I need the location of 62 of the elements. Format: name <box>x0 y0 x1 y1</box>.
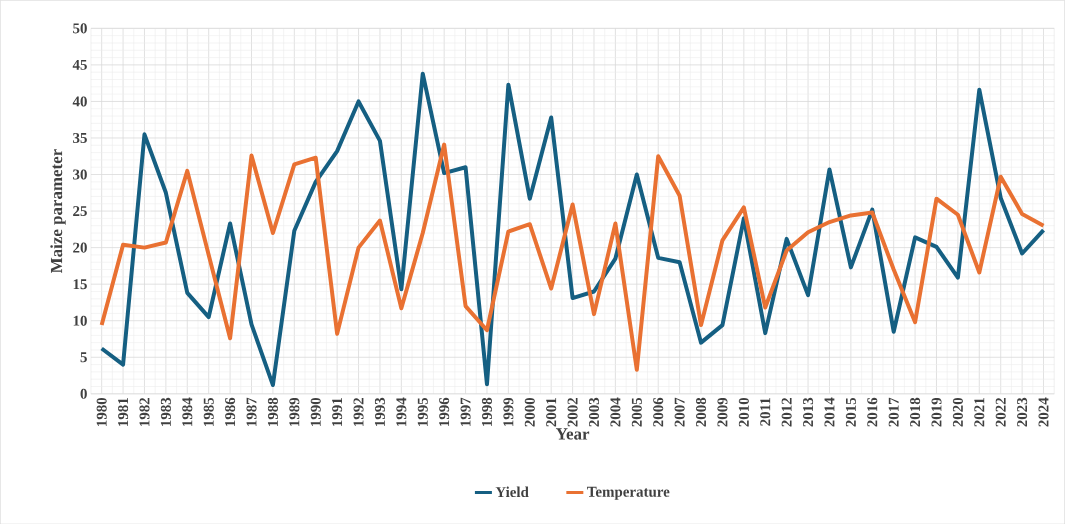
x-tick-label: 2021 <box>974 397 985 427</box>
x-tick-label: 2003 <box>588 397 600 427</box>
legend-label: Yield <box>495 486 529 497</box>
x-tick-label: 1991 <box>332 397 343 426</box>
y-tick-label: 50 <box>73 23 87 34</box>
x-axis-title: Year <box>555 428 590 440</box>
y-tick-label: 35 <box>73 132 87 143</box>
y-tick-label: 0 <box>80 388 87 399</box>
x-tick-label: 1985 <box>203 397 214 426</box>
x-tick-label: 2012 <box>781 397 792 427</box>
line-series <box>99 142 1046 372</box>
x-tick-label: 1994 <box>396 397 407 426</box>
x-tick-label: 1984 <box>182 397 193 426</box>
x-tick-label: 1987 <box>246 397 257 426</box>
legend-label: Temperature <box>587 486 670 500</box>
x-tick-label: 2009 <box>717 397 728 427</box>
y-tick-label: 5 <box>80 352 87 363</box>
x-tick-label: 2006 <box>653 397 664 427</box>
x-tick-label: 1982 <box>139 397 150 426</box>
x-tick-label: 2008 <box>695 397 707 427</box>
x-tick-label: 1997 <box>460 397 471 426</box>
x-tick-label: 2001 <box>546 397 557 427</box>
x-tick-label: 2013 <box>803 397 814 427</box>
y-tick-label: 45 <box>72 59 87 70</box>
y-tick-label: 10 <box>73 315 87 326</box>
x-tick-label: 1996 <box>439 397 450 426</box>
x-tick-label: 2000 <box>524 397 535 427</box>
x-tick-label: 1980 <box>96 397 107 426</box>
x-tick-label: 2014 <box>824 397 835 427</box>
x-tick-label: 1983 <box>160 397 171 426</box>
x-tick-label: 1989 <box>289 397 300 426</box>
x-tick-label: 2017 <box>888 397 899 427</box>
x-tick-label: 2005 <box>631 397 642 427</box>
y-tick-label: 25 <box>73 205 87 216</box>
x-tick-label: 2023 <box>1017 397 1028 427</box>
x-tick-label: 1988 <box>267 397 278 426</box>
x-tick-label: 1999 <box>503 397 514 426</box>
x-tick-label: 1986 <box>225 397 236 426</box>
x-tick-label: 2010 <box>738 397 749 427</box>
x-tick-label: 1981 <box>118 397 129 426</box>
x-tick-label: 2007 <box>674 397 685 427</box>
y-tick-label: 40 <box>72 96 87 107</box>
y-tick-label: 30 <box>73 169 87 180</box>
x-tick-label: 1995 <box>417 397 428 426</box>
x-tick-label: 2024 <box>1038 397 1049 427</box>
x-tick-label: 1998 <box>481 397 493 426</box>
y-tick-label: 20 <box>73 242 87 253</box>
x-tick-label: 2002 <box>567 397 578 427</box>
y-axis-title: Maize parameter <box>50 148 66 273</box>
x-tick-label: 1992 <box>353 397 364 426</box>
x-tick-label: 1990 <box>310 397 321 426</box>
y-tick-label: 15 <box>73 278 87 289</box>
x-tick-label: 2015 <box>845 397 856 427</box>
x-tick-label: 2022 <box>995 397 1006 427</box>
x-tick-label: 2016 <box>867 397 878 427</box>
x-tick-label: 2004 <box>610 397 621 427</box>
x-tick-label: 1993 <box>374 397 385 426</box>
x-tick-label: 2019 <box>931 397 942 427</box>
x-tick-label: 2020 <box>952 397 963 427</box>
x-tick-label: 2018 <box>910 397 921 427</box>
line-series <box>99 71 1046 387</box>
x-tick-label: 2011 <box>760 397 771 426</box>
